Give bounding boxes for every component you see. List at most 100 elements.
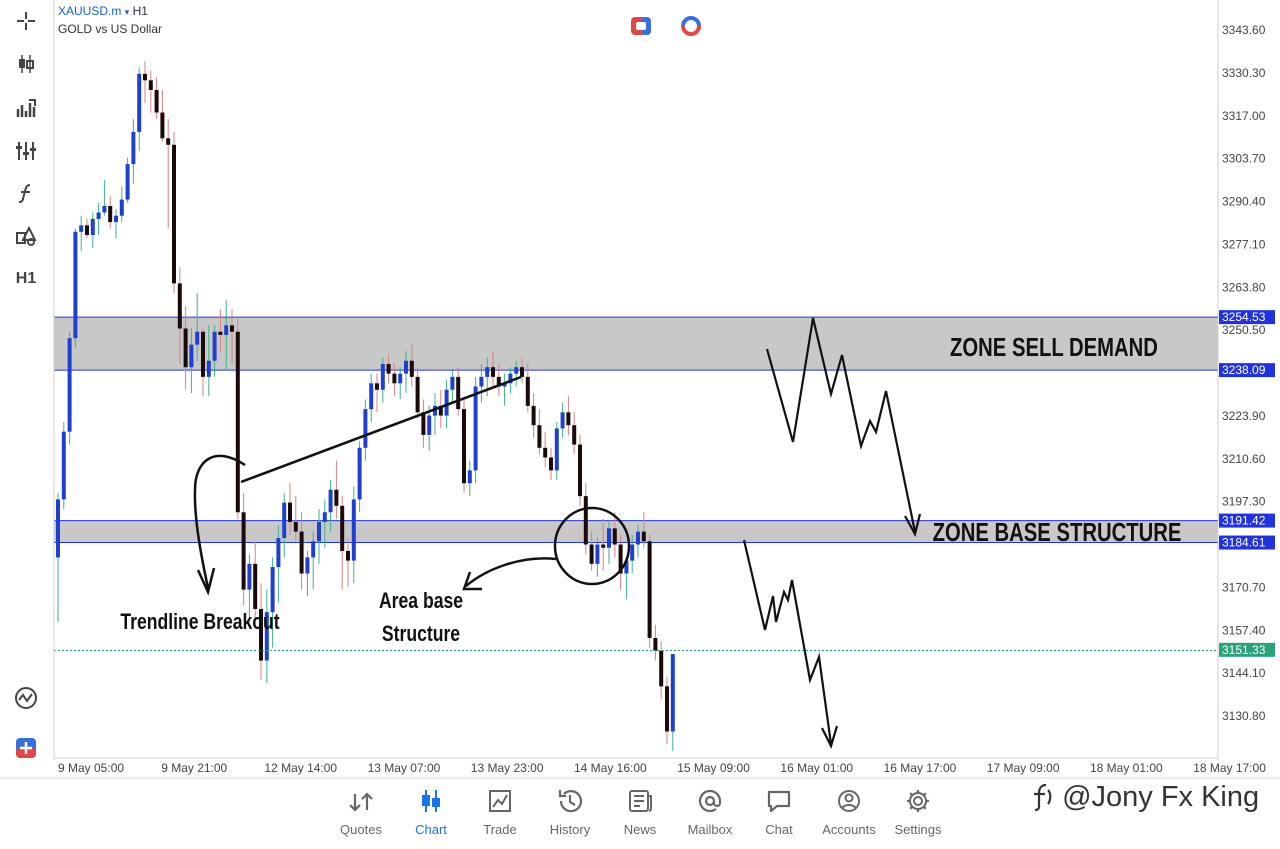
breakout-arrow: [193, 454, 246, 589]
candle-body: [502, 383, 507, 387]
nav-history[interactable]: History: [532, 784, 608, 844]
nav-mailbox[interactable]: Mailbox: [672, 784, 748, 844]
candle-body: [369, 383, 374, 410]
chart-header[interactable]: XAUUSD.m ▾ H1 GOLD vs US Dollar: [58, 3, 162, 38]
candle-body: [444, 389, 449, 416]
candle-body: [67, 338, 72, 432]
candle-body: [224, 325, 229, 335]
nav-settings[interactable]: Settings: [880, 784, 956, 844]
x-tick-label: 16 May 17:00: [884, 761, 957, 775]
trendline: [240, 375, 522, 484]
candle-body: [398, 373, 403, 384]
trade-plus-icon[interactable]: [8, 733, 44, 763]
candle-body: [340, 505, 345, 551]
x-tick-label: 14 May 16:00: [574, 761, 647, 775]
candle-body: [479, 376, 484, 387]
nav-accounts-label: Accounts: [822, 822, 876, 837]
candle-body: [218, 331, 223, 335]
y-tick-label: 3303.70: [1222, 152, 1266, 166]
candle-body: [79, 225, 84, 232]
y-tick-label: 3157.40: [1222, 623, 1266, 637]
candle-body: [525, 376, 530, 406]
candle-body: [473, 386, 478, 471]
quotes-icon: [349, 792, 373, 812]
candle-body: [288, 502, 292, 522]
nav-chat[interactable]: Chat: [741, 784, 817, 844]
candle-body: [665, 686, 669, 732]
author-watermark: @Jony Fx King: [1028, 781, 1276, 821]
x-tick-label: 13 May 23:00: [471, 761, 544, 775]
candle-body: [415, 376, 420, 413]
candle-body: [578, 444, 582, 497]
candle-body: [363, 409, 368, 448]
candle-body: [601, 544, 606, 548]
zone-top-price-tag-1-bg: [1219, 513, 1275, 528]
candle-body: [409, 360, 414, 377]
settings-icon: [907, 790, 929, 812]
candle-body: [90, 218, 95, 236]
price-chart[interactable]: 3343.60 3330.30 3317.00 3303.70 3290.40 3277.…: [0, 0, 1280, 780]
candle-body: [380, 363, 385, 390]
candle-body: [195, 331, 200, 345]
zone-top-price-tag-0-bg: [1219, 310, 1275, 325]
settings-sliders-icon[interactable]: [8, 136, 44, 166]
candle-body: [438, 405, 443, 416]
candle-body: [206, 360, 211, 377]
candlestick-type-icon[interactable]: [8, 49, 44, 79]
candle-body: [73, 231, 78, 339]
crosshair-icon[interactable]: [8, 6, 44, 36]
drawing-objects-icon[interactable]: [8, 221, 44, 251]
candle-body: [624, 560, 629, 574]
candle-body: [491, 367, 495, 377]
market-sync-icon[interactable]: [680, 15, 702, 37]
candle-body: [508, 373, 513, 384]
nav-chart[interactable]: Chart: [393, 784, 469, 844]
candle-body: [520, 367, 524, 377]
nav-quotes[interactable]: Quotes: [323, 784, 399, 844]
candle-body: [293, 521, 298, 532]
candle-body: [276, 538, 281, 568]
current-price-tag: 3151.33: [1222, 643, 1266, 657]
candle-body: [264, 612, 269, 661]
candle-body: [351, 499, 356, 561]
candle-body: [537, 425, 542, 448]
y-tick-label: 3263.80: [1222, 280, 1266, 294]
y-tick-label: 3144.10: [1222, 666, 1266, 680]
candle-body: [636, 531, 640, 545]
candle-body: [496, 376, 501, 387]
projection-path-lower: [742, 539, 833, 745]
y-tick-label: 3330.30: [1222, 66, 1266, 80]
nav-trade[interactable]: Trade: [462, 784, 538, 844]
candle-body: [485, 367, 490, 377]
nav-accounts[interactable]: Accounts: [811, 784, 887, 844]
function-icon[interactable]: [8, 178, 44, 208]
indicators-bars-icon[interactable]: [8, 93, 44, 123]
symbol-name[interactable]: XAUUSD.m: [58, 4, 122, 18]
zone-band-0: [54, 317, 1218, 371]
timeframe-button[interactable]: H1: [8, 264, 44, 294]
nav-news[interactable]: News: [602, 784, 678, 844]
x-tick-label: 17 May 09:00: [987, 761, 1060, 775]
candle-body: [583, 496, 588, 545]
x-tick-label: 9 May 21:00: [161, 761, 227, 775]
candle-body: [589, 544, 594, 564]
nav-chart-label: Chart: [415, 822, 447, 837]
x-tick-label: 15 May 09:00: [677, 761, 750, 775]
candle-body: [514, 367, 519, 374]
x-tick-label: 12 May 14:00: [264, 761, 337, 775]
candle-body: [131, 131, 136, 165]
nav-quotes-label: Quotes: [340, 822, 382, 837]
signal-chart-icon[interactable]: [8, 683, 44, 713]
candle-body: [85, 225, 89, 236]
chat-icon: [767, 790, 791, 813]
symbol-dropdown-icon[interactable]: ▾: [124, 7, 130, 17]
one-click-trading-icon[interactable]: [630, 16, 652, 36]
candle-body: [467, 470, 472, 484]
candle-body: [253, 563, 258, 609]
y-tick-label: 3277.10: [1222, 237, 1266, 251]
header-app-icons: [628, 14, 708, 38]
candle-body: [433, 405, 437, 416]
left-toolbar: H1: [0, 0, 52, 780]
y-tick-label: 3223.90: [1222, 409, 1266, 423]
candle-body: [375, 383, 379, 390]
